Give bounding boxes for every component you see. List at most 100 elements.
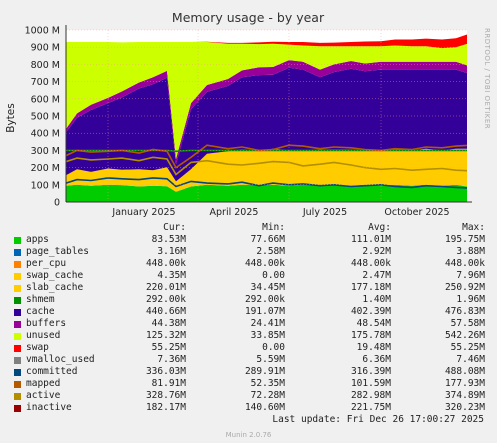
legend-max: 374.89M (444, 390, 485, 401)
legend-row-unused: unused 125.32M 33.85M 175.78M 542.26M (0, 330, 497, 342)
y-tick-label: 300 M (31, 146, 60, 157)
legend-avg: 6.36M (362, 354, 391, 365)
legend-name: unused (26, 330, 61, 341)
legend-row-mapped: mapped 81.91M 52.35M 101.59M 177.93M (0, 378, 497, 390)
legend-row-vmalloc-used: vmalloc_used 7.36M 5.59M 6.36M 7.46M (0, 354, 497, 366)
legend-max: 250.92M (444, 282, 485, 293)
legend-row-swap: swap 55.25M 0.00 19.48M 55.25M (0, 342, 497, 354)
legend-row-page-tables: page_tables 3.16M 2.58M 2.92M 3.88M (0, 246, 497, 258)
legend-row-apps: apps 83.53M 77.66M 111.01M 195.75M (0, 234, 497, 246)
legend-row-inactive: inactive 182.17M 140.60M 221.75M 320.23M (0, 402, 497, 414)
legend-min: 72.28M (250, 390, 285, 401)
legend-min: 2.58M (256, 246, 285, 257)
legend-max: 177.93M (444, 378, 485, 389)
legend-row-slab-cache: slab_cache 220.01M 34.45M 177.18M 250.92M (0, 282, 497, 294)
legend-max: 488.08M (444, 366, 485, 377)
legend-max: 320.23M (444, 402, 485, 413)
legend-min: 140.60M (244, 402, 285, 413)
legend-avg: 111.01M (350, 234, 391, 245)
last-update: Last update: Fri Dec 26 17:00:27 2025 (272, 414, 484, 425)
legend-name: shmem (26, 294, 55, 305)
legend-name: inactive (26, 402, 72, 413)
legend-swatch (14, 381, 21, 388)
x-tick-label: January 2025 (111, 207, 175, 218)
legend-swatch (14, 405, 21, 412)
legend-avg: 2.92M (362, 246, 391, 257)
legend-cur: 182.17M (145, 402, 186, 413)
legend-cur: 7.36M (157, 354, 186, 365)
legend-swatch (14, 309, 21, 316)
legend-name: apps (26, 234, 49, 245)
legend-row-per-cpu: per_cpu 448.00k 448.00k 448.00k 448.00k (0, 258, 497, 270)
legend-avg: 282.98M (350, 390, 391, 401)
area-cache (66, 67, 467, 182)
legend-max: 7.46M (456, 354, 485, 365)
legend-header-cur: Cur: (163, 222, 186, 233)
legend-min: 52.35M (250, 378, 285, 389)
legend-avg: 175.78M (350, 330, 391, 341)
legend-min: 292.00k (244, 294, 285, 305)
legend-swatch (14, 249, 21, 256)
legend-header: Cur: Min: Avg: Max: (0, 222, 497, 234)
legend-max: 1.96M (456, 294, 485, 305)
legend-row-cache: cache 440.66M 191.07M 402.39M 476.83M (0, 306, 497, 318)
legend-swatch (14, 273, 21, 280)
legend-cur: 440.66M (145, 306, 186, 317)
legend-cur: 81.91M (151, 378, 186, 389)
legend-avg: 101.59M (350, 378, 391, 389)
axis-layer: 0 100 M 200 M 300 M 400 M 500 M 600 M 700 M 800 … (25, 25, 472, 218)
y-tick-label: 100 M (31, 180, 60, 191)
line-active (65, 144, 468, 169)
series-layer (65, 34, 468, 202)
line-inactive (65, 156, 468, 176)
legend-header-avg: Avg: (368, 222, 391, 233)
legend-name: swap (26, 342, 49, 353)
area-unused (66, 42, 467, 159)
legend-cur: 55.25M (151, 342, 186, 353)
legend-min: 289.91M (244, 366, 285, 377)
legend-min: 24.41M (250, 318, 285, 329)
area-swap (66, 34, 467, 49)
legend-cur: 336.03M (145, 366, 186, 377)
y-tick-label: 1000 M (25, 26, 60, 37)
legend-min: 5.59M (256, 354, 285, 365)
y-tick-label: 600 M (31, 94, 60, 105)
rrdtool-credit: RRDTOOL / TOBI OETIKER (483, 28, 491, 129)
legend-avg: 316.39M (350, 366, 391, 377)
legend-header-min: Min: (262, 222, 285, 233)
y-tick-label: 200 M (31, 163, 60, 174)
munin-version: Munin 2.0.76 (225, 431, 272, 439)
legend-max: 476.83M (444, 306, 485, 317)
legend-swatch (14, 369, 21, 376)
legend-swatch (14, 297, 21, 304)
y-tick-label: 700 M (31, 77, 60, 88)
legend-swatch (14, 285, 21, 292)
y-tick-label: 900 M (31, 43, 60, 54)
legend-max: 7.96M (456, 270, 485, 281)
legend-avg: 177.18M (350, 282, 391, 293)
legend-avg: 19.48M (356, 342, 391, 353)
legend-min: 34.45M (250, 282, 285, 293)
legend-avg: 448.00k (350, 258, 391, 269)
x-tick-label: October 2025 (384, 207, 449, 218)
legend-swatch (14, 321, 21, 328)
legend-name: vmalloc_used (26, 354, 95, 365)
memory-chart: Memory usage - by year Bytes RRDTOOL / T… (5, 10, 491, 218)
legend-cur: 44.38M (151, 318, 186, 329)
legend-cur: 448.00k (145, 258, 186, 269)
area-slab-cache (66, 148, 467, 192)
legend-min: 77.66M (250, 234, 285, 245)
legend-avg: 402.39M (350, 306, 391, 317)
legend-min: 191.07M (244, 306, 285, 317)
legend-name: mapped (26, 378, 61, 389)
legend-max: 542.26M (444, 330, 485, 341)
legend-max: 55.25M (450, 342, 485, 353)
legend-max: 3.88M (456, 246, 485, 257)
legend-avg: 2.47M (362, 270, 391, 281)
y-tick-label: 400 M (31, 129, 60, 140)
line-mapped (65, 177, 468, 189)
y-axis-label: Bytes (5, 103, 17, 132)
legend-swatch (14, 393, 21, 400)
y-tick-label: 0 (54, 198, 60, 209)
